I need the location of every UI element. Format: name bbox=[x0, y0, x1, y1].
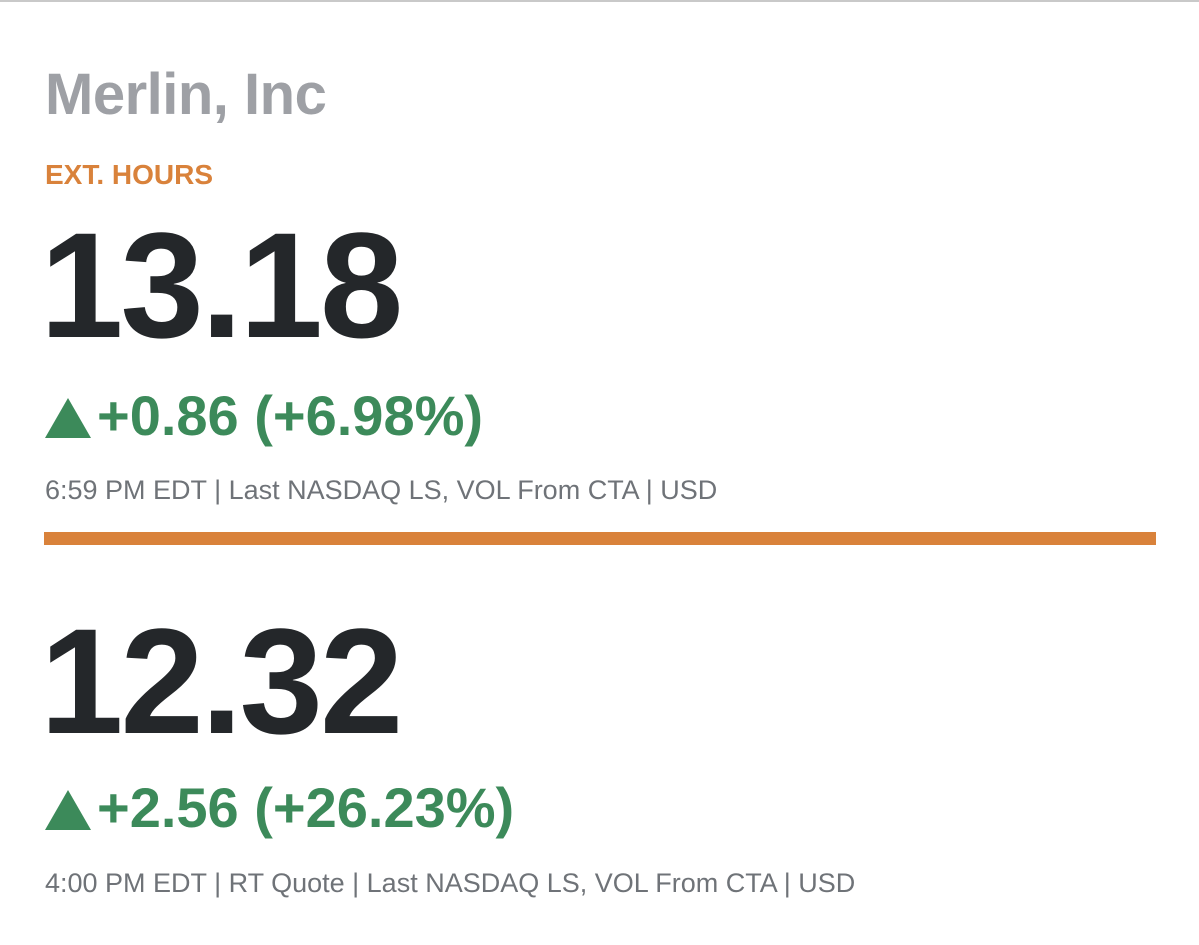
top-border bbox=[0, 0, 1199, 2]
regular-session-change: +2.56 (+26.23%) bbox=[97, 776, 515, 839]
regular-session-meta: 4:00 PM EDT | RT Quote | Last NASDAQ LS,… bbox=[45, 868, 856, 898]
ext-hours-meta: 6:59 PM EDT | Last NASDAQ LS, VOL From C… bbox=[45, 475, 718, 505]
section-divider bbox=[44, 532, 1156, 545]
ext-hours-change-row: +0.86 (+6.98%) bbox=[45, 388, 483, 444]
ext-hours-change: +0.86 (+6.98%) bbox=[97, 384, 484, 447]
regular-session-change-row: +2.56 (+26.23%) bbox=[45, 780, 514, 836]
ext-hours-price: 13.18 bbox=[40, 201, 403, 369]
up-arrow-icon bbox=[45, 398, 91, 438]
ext-hours-label: EXT. HOURS bbox=[45, 159, 214, 190]
regular-session-price: 12.32 bbox=[40, 597, 403, 765]
company-name: Merlin, Inc bbox=[45, 62, 327, 127]
up-arrow-icon bbox=[45, 790, 91, 830]
